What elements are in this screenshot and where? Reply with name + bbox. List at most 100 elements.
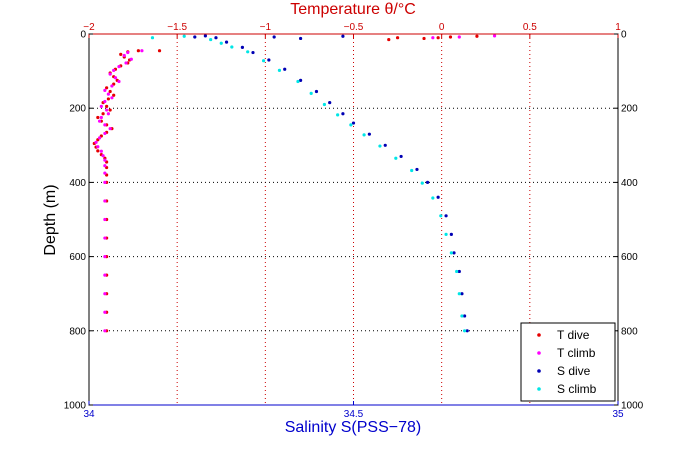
data-point xyxy=(336,113,340,117)
top-axis-tick-label: 0 xyxy=(439,22,445,33)
data-point xyxy=(322,102,327,107)
data-point xyxy=(415,167,419,172)
data-point xyxy=(112,68,116,72)
data-point xyxy=(296,79,300,84)
data-point xyxy=(462,314,467,318)
data-point xyxy=(103,329,107,333)
right-axis-tick-label: 800 xyxy=(621,326,638,337)
data-point xyxy=(122,53,126,58)
data-point xyxy=(452,251,456,255)
top-axis-tick-label: −2 xyxy=(83,22,95,33)
data-point xyxy=(105,108,109,112)
left-axis-tick-label: 400 xyxy=(69,178,86,189)
data-point xyxy=(97,119,102,123)
data-point xyxy=(96,145,100,149)
legend-item: S dive xyxy=(537,364,591,378)
data-point xyxy=(383,143,387,147)
data-point xyxy=(457,269,461,274)
data-point xyxy=(209,37,213,42)
data-point xyxy=(462,329,467,333)
top-axis-tick-label: 0.5 xyxy=(523,22,537,33)
data-point xyxy=(283,67,287,71)
series-s-dive xyxy=(193,34,469,333)
right-axis-tick-label: 0 xyxy=(621,30,627,41)
data-point xyxy=(103,199,107,203)
data-series xyxy=(92,34,497,333)
data-point xyxy=(110,84,114,88)
data-point xyxy=(103,158,107,162)
right-axis-tick-label: 400 xyxy=(621,178,638,189)
data-point xyxy=(99,115,103,120)
data-point xyxy=(299,78,303,82)
data-point xyxy=(457,292,461,296)
data-point xyxy=(103,273,107,277)
data-point xyxy=(150,36,155,40)
left-axis-tick-label: 200 xyxy=(69,104,86,115)
data-point xyxy=(410,168,414,173)
data-point xyxy=(113,76,118,80)
data-point xyxy=(214,36,218,40)
data-point xyxy=(103,180,107,184)
data-point xyxy=(105,104,109,108)
legend-marker xyxy=(537,387,541,391)
data-point xyxy=(436,36,440,40)
data-point xyxy=(108,127,112,131)
data-point xyxy=(219,41,223,45)
data-point xyxy=(105,86,109,90)
data-point xyxy=(103,99,107,104)
legend: T dive T climb S dive S climb xyxy=(520,322,616,402)
data-point xyxy=(349,123,353,127)
data-point xyxy=(193,35,197,39)
data-point xyxy=(94,140,98,144)
legend-label: T climb xyxy=(557,346,596,360)
right-axis-tick-label: 600 xyxy=(621,252,638,263)
left-axis-tick-label: 800 xyxy=(69,326,86,337)
grid-lines xyxy=(89,34,618,405)
data-point xyxy=(96,115,100,120)
data-point xyxy=(230,45,234,49)
top-axis-tick-label: −0.5 xyxy=(344,22,364,33)
legend-box xyxy=(520,322,616,402)
data-point xyxy=(277,68,282,72)
data-point xyxy=(299,36,303,41)
data-point xyxy=(420,181,424,185)
y-axis-label: Depth (m) xyxy=(42,184,59,255)
data-point xyxy=(106,112,110,116)
right-axis-tick-label: 200 xyxy=(621,104,638,115)
data-point xyxy=(395,36,400,40)
data-point xyxy=(110,96,114,100)
data-point xyxy=(157,49,162,53)
data-point xyxy=(124,61,128,65)
x-axis-label: Salinity S(PSS−78) xyxy=(285,419,422,436)
data-point xyxy=(140,49,144,53)
data-point xyxy=(103,164,107,168)
axis-ticks-and-labels: −2 −1.5 −1 −0.5 0 0.5 1 34 34.5 35 0 0 200 200 400 400 6… xyxy=(64,22,644,420)
data-point xyxy=(106,97,110,101)
data-point xyxy=(99,149,103,153)
data-point xyxy=(103,88,107,92)
data-point xyxy=(444,232,448,236)
data-point xyxy=(129,57,133,61)
data-point xyxy=(261,59,266,63)
series-s-climb xyxy=(150,34,467,333)
legend-item: T dive xyxy=(537,328,590,342)
legend-marker xyxy=(537,333,541,337)
data-point xyxy=(267,58,271,62)
data-point xyxy=(431,36,435,40)
data-point xyxy=(367,132,371,136)
data-point xyxy=(101,112,105,116)
left-axis-tick-label: 1000 xyxy=(64,401,87,412)
data-point xyxy=(460,292,464,296)
data-point xyxy=(117,65,121,69)
data-point xyxy=(439,214,443,218)
data-point xyxy=(103,171,107,175)
data-point xyxy=(449,232,453,236)
data-point xyxy=(103,217,107,222)
data-point xyxy=(106,92,110,96)
data-point xyxy=(272,35,276,39)
top-axis-tick-label: −1 xyxy=(260,22,272,33)
data-point xyxy=(328,101,332,105)
data-point xyxy=(251,50,255,55)
